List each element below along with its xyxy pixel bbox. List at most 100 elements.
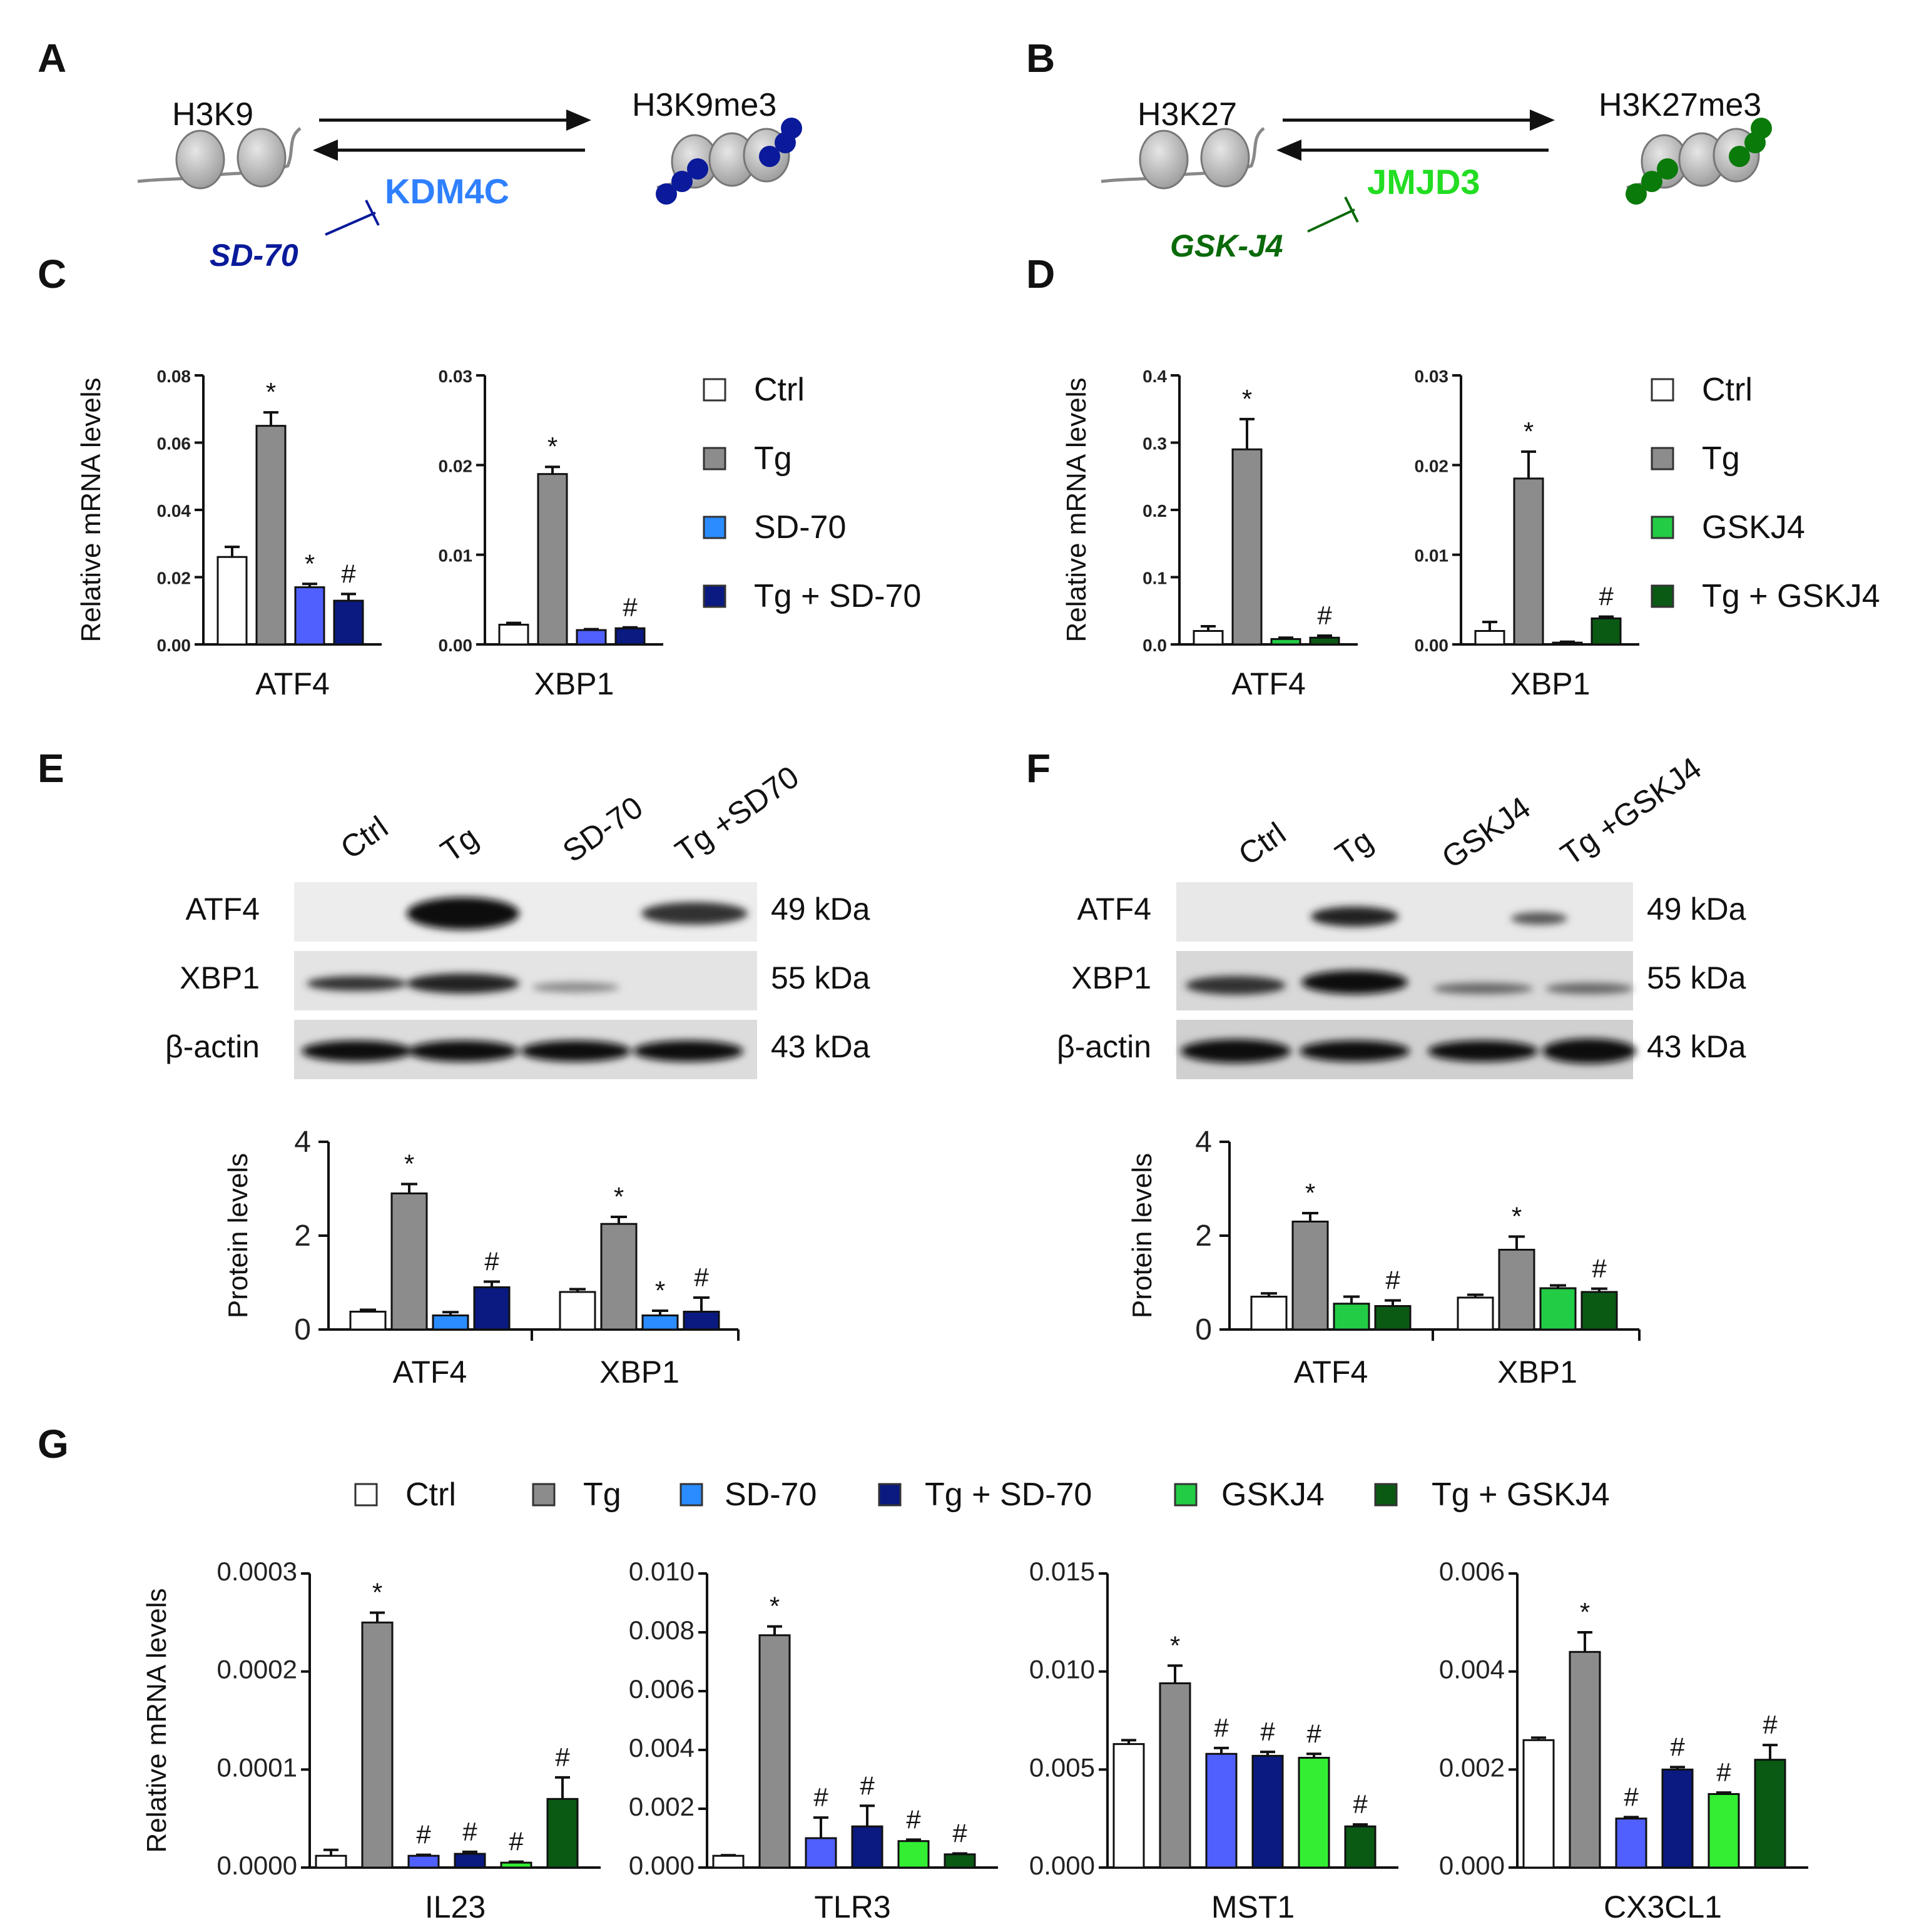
forward-arrowhead	[566, 109, 591, 131]
y-tick-label: 0.006	[629, 1674, 695, 1704]
blot-bands-f	[1181, 907, 1636, 1064]
significance-mark: #	[555, 1742, 570, 1772]
x-axis-label: CX3CL1	[1604, 1889, 1722, 1924]
x-axis-label: TLR3	[814, 1889, 890, 1924]
legend-g-tg: Tg	[583, 1477, 621, 1513]
blot-size-label: 49 kDa	[771, 892, 870, 927]
y-tick-label: 0.2	[1143, 501, 1167, 521]
bar	[498, 623, 529, 646]
blot-lane-label: Tg	[1329, 823, 1379, 872]
legend-c-tg-sd70: Tg + SD-70	[754, 578, 921, 614]
significance-mark: #	[906, 1804, 921, 1834]
significance-mark: *	[1524, 417, 1534, 446]
bar	[1754, 1759, 1786, 1869]
blot-lane-label: Tg +GSKJ4	[1554, 750, 1708, 872]
x-group-label: ATF4	[1294, 1355, 1368, 1390]
bar	[1298, 1757, 1330, 1869]
bar	[1112, 1743, 1145, 1869]
bar	[944, 1853, 976, 1869]
inhibition-line	[1307, 208, 1355, 233]
x-axis-label: XBP1	[1510, 666, 1591, 701]
bar	[546, 1797, 579, 1869]
legend-c-sd70: SD-70	[754, 509, 846, 546]
bar	[600, 1223, 638, 1331]
bar	[454, 1853, 486, 1869]
significance-mark: *	[1305, 1178, 1315, 1208]
significance-mark: *	[614, 1182, 624, 1211]
x-group-label: XBP1	[599, 1355, 680, 1390]
blot-row-label: β-actin	[1057, 1029, 1151, 1064]
x-axis-label: XBP1	[534, 666, 614, 701]
h3k27me3-label: H3K27me3	[1599, 87, 1761, 123]
y-tick-label: 0.005	[1029, 1752, 1095, 1782]
bar	[361, 1621, 394, 1869]
significance-mark: #	[1317, 601, 1332, 630]
blot-lane-label: GSKJ4	[1435, 790, 1537, 875]
x-group-label: XBP1	[1497, 1355, 1577, 1390]
significance-mark: *	[404, 1149, 414, 1179]
forward-arrowhead	[1530, 109, 1555, 131]
kdm4c-label: KDM4C	[385, 171, 509, 211]
significance-mark: #	[1260, 1717, 1275, 1746]
significance-mark: #	[1353, 1789, 1368, 1819]
jmjd3-label: JMJD3	[1367, 162, 1480, 201]
significance-mark: *	[1170, 1630, 1180, 1660]
significance-mark: #	[509, 1827, 524, 1856]
legend-swatch-tg-sd70	[703, 584, 726, 608]
legend-swatch-tg	[703, 447, 726, 470]
bar	[576, 629, 607, 646]
bar	[1615, 1818, 1647, 1869]
legend-g-tg-gskj4: Tg + GSKJ4	[1432, 1477, 1610, 1513]
nucleosome	[1139, 130, 1189, 190]
blot-size-label: 43 kDa	[1647, 1029, 1746, 1064]
blot-lane-label: Tg +SD70	[669, 759, 805, 869]
bar	[1231, 448, 1263, 646]
bar	[1552, 641, 1583, 646]
blot-bands-e	[302, 897, 748, 1062]
y-tick-label: 0.0001	[217, 1752, 297, 1782]
x-axis-label: ATF4	[1231, 666, 1306, 701]
blot-size-label: 55 kDa	[771, 960, 870, 995]
bar	[1374, 1305, 1412, 1331]
significance-mark: #	[623, 592, 638, 622]
y-tick-label: 0.02	[439, 456, 473, 475]
legend-g-sd70: SD-70	[725, 1477, 817, 1513]
y-tick-label: 0.01	[1415, 546, 1449, 566]
methyl-marks	[656, 118, 802, 205]
bar	[1333, 1303, 1370, 1331]
bar	[1474, 630, 1505, 646]
bar	[559, 1291, 596, 1331]
bar	[1661, 1768, 1694, 1869]
legend-c: Ctrl Tg SD-70 Tg + SD-70	[703, 372, 921, 614]
legend-d-tg: Tg	[1702, 440, 1740, 477]
y-axis-label: Relative mRNA levels	[76, 377, 106, 642]
h3k9-label: H3K9	[172, 96, 253, 133]
inhibition-line	[325, 211, 376, 236]
bar	[390, 1192, 428, 1331]
bar	[758, 1634, 791, 1869]
bar	[1205, 1752, 1238, 1869]
h3k9me3-label: H3K9me3	[632, 87, 776, 123]
panel-letter-c: C	[38, 252, 66, 297]
blot-size-label: 55 kDa	[1647, 960, 1746, 995]
significance-mark: #	[416, 1820, 431, 1849]
blot-lane-label: SD-70	[556, 790, 649, 869]
blot-lane-label: Tg	[434, 820, 484, 869]
bar	[1291, 1221, 1329, 1331]
y-tick-label: 0.015	[1029, 1557, 1095, 1586]
significance-mark: #	[1763, 1710, 1778, 1739]
significance-mark: *	[1512, 1202, 1522, 1231]
bar	[1270, 638, 1301, 646]
gskj4-label: GSK-J4	[1170, 228, 1283, 263]
significance-mark: #	[860, 1771, 875, 1800]
legend-swatch-tg-gskj4	[1651, 584, 1674, 608]
bar	[333, 599, 364, 646]
blot-lane-label: Ctrl	[1232, 816, 1292, 872]
significance-mark: #	[484, 1247, 499, 1276]
y-tick-label: 0.1	[1143, 569, 1167, 588]
blot-row-label: β-actin	[165, 1029, 260, 1064]
y-tick-label: 0.03	[1415, 367, 1449, 386]
blot-lane-label: Ctrl	[334, 810, 394, 866]
inhibition-bar	[1344, 196, 1359, 223]
